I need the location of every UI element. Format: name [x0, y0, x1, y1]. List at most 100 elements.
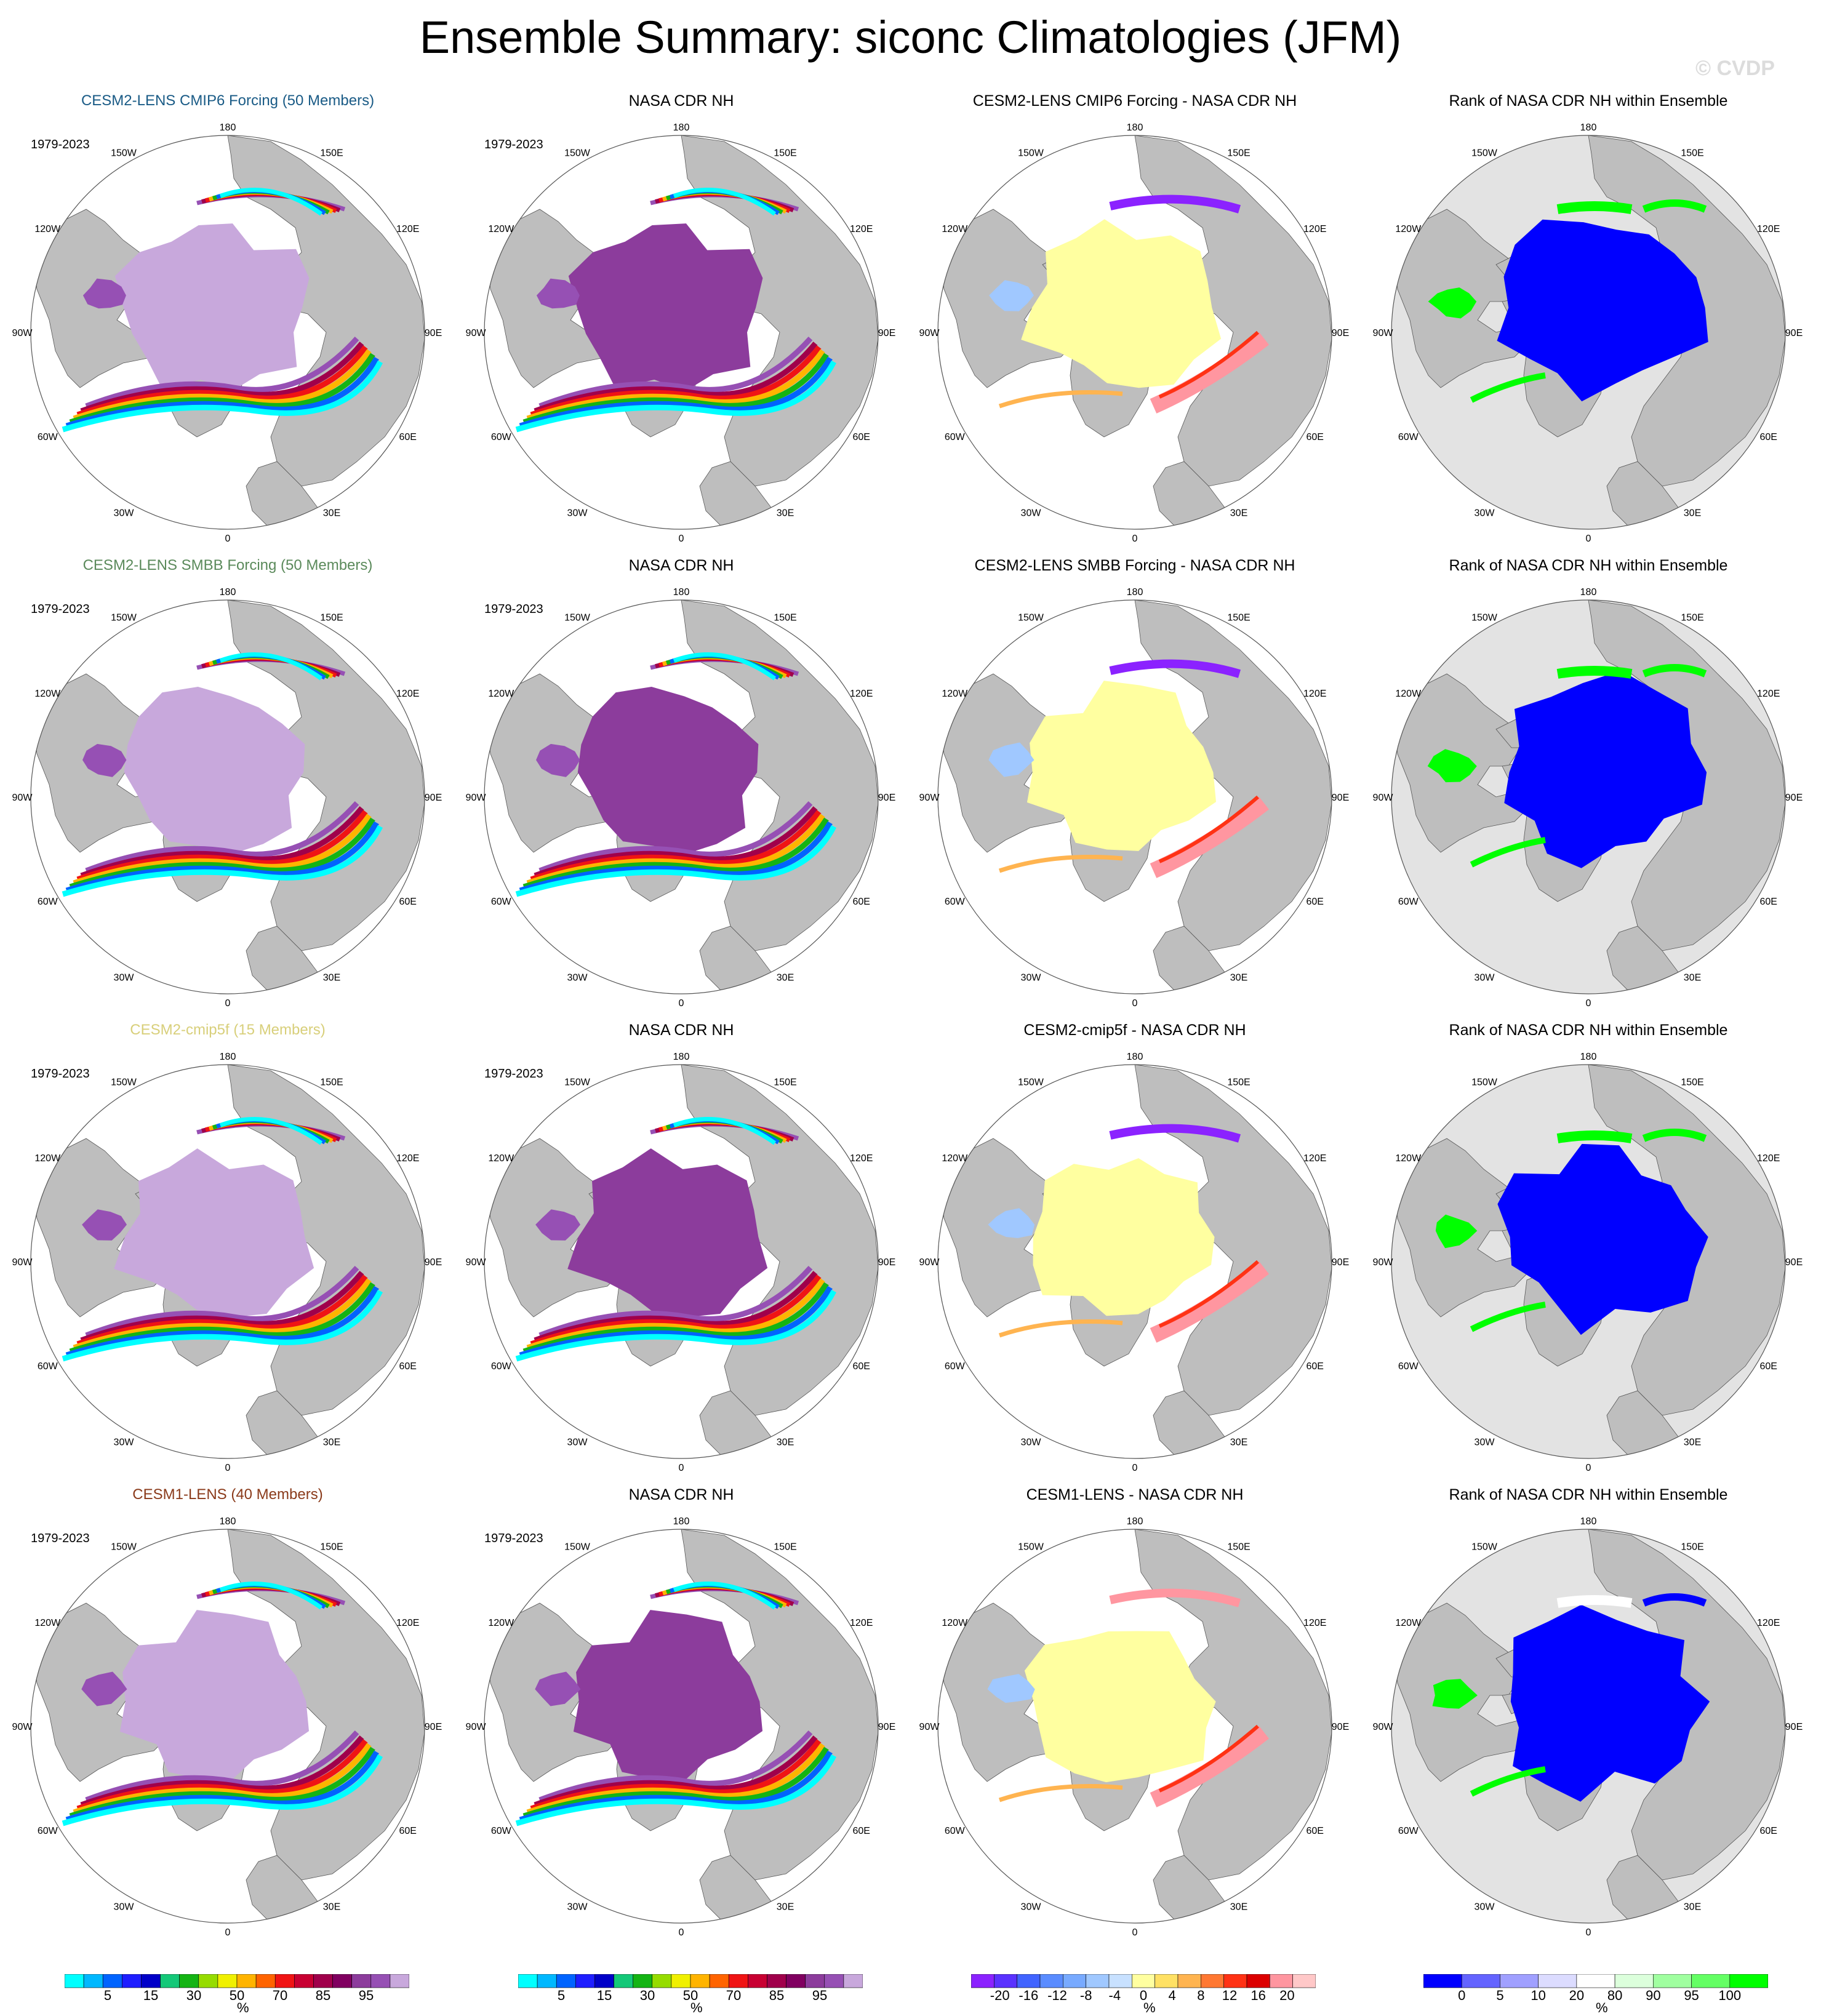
- colorbar-tick-label: 5: [104, 1988, 111, 2003]
- period-label: 1979-2023: [484, 602, 543, 616]
- colorbar-swatch: [1538, 1974, 1577, 1988]
- map-panel-diff: CESM2-LENS SMBB Forcing - NASA CDR NH 180…: [907, 557, 1363, 1022]
- longitude-label: 120E: [1303, 1153, 1326, 1164]
- diff-hudson: [989, 280, 1034, 311]
- longitude-label: 90E: [425, 1257, 442, 1268]
- colorbar-swatch: [236, 1974, 257, 1988]
- longitude-label: 180: [1127, 587, 1143, 598]
- longitude-label: 120W: [488, 224, 514, 234]
- hudson-bay-ice: [82, 743, 127, 777]
- longitude-label: 150W: [1471, 612, 1498, 623]
- panel-title: CESM2-LENS SMBB Forcing (50 Members): [82, 557, 373, 574]
- longitude-label: 120E: [850, 1153, 873, 1164]
- map-boundary: [937, 1064, 1332, 1459]
- ice-edge-band: [69, 1746, 375, 1819]
- colorbar-swatch: [1223, 1974, 1247, 1988]
- longitude-label: 150W: [1471, 1077, 1498, 1087]
- longitude-label: 120W: [488, 1618, 514, 1628]
- longitude-label: 120W: [1395, 1618, 1422, 1628]
- colorbar-swatch: [824, 1974, 844, 1988]
- map-boundary: [30, 1529, 425, 1924]
- colorbar-swatch: [1086, 1974, 1110, 1988]
- colorbar-swatch: [728, 1974, 748, 1988]
- polar-map: 180 150E 120E 90E 60E 30E 0 30W 60W 90W 120W 150W: [12, 122, 442, 544]
- rank-edge: [1470, 1766, 1546, 1797]
- land-mass: [246, 1855, 321, 1923]
- longitude-label: 120E: [850, 1618, 873, 1628]
- map-boundary: [937, 599, 1332, 994]
- colorbar-swatch: [518, 1974, 538, 1988]
- ice-core: [568, 223, 763, 391]
- colorbar-swatch: [1576, 1974, 1615, 1988]
- colorbar-swatch: [786, 1974, 806, 1988]
- panel-title: CESM2-LENS CMIP6 Forcing (50 Members): [81, 92, 375, 109]
- colorbar-tick-label: 50: [230, 1988, 244, 2003]
- longitude-label: 150W: [1471, 148, 1498, 158]
- colorbar-swatch: [1653, 1974, 1692, 1988]
- longitude-label: 90W: [919, 328, 940, 338]
- panel-title: Rank of NASA CDR NH within Ensemble: [1449, 557, 1728, 574]
- diff-core: [1033, 1158, 1215, 1316]
- ice-edge-band: [519, 1286, 833, 1358]
- longitude-label: 180: [1580, 122, 1597, 133]
- colorbar-swatch: [1108, 1974, 1132, 1988]
- colorbar-unit: %: [1596, 2000, 1608, 2015]
- diff-positive-band: [1150, 1726, 1269, 1807]
- ice-edge-band: [526, 349, 825, 422]
- ice-core: [114, 1148, 314, 1318]
- longitude-label: 180: [673, 122, 690, 133]
- ice-edge-band: [85, 801, 359, 874]
- longitude-label: 30W: [567, 1438, 588, 1448]
- longitude-label: 120W: [942, 224, 968, 234]
- colorbar-unit: %: [1143, 2000, 1156, 2015]
- ice-edge-band: [673, 188, 777, 216]
- longitude-label: 0: [1132, 534, 1138, 544]
- longitude-label: 30W: [567, 508, 588, 519]
- longitude-label: 60W: [38, 1361, 58, 1372]
- longitude-label: 180: [1580, 1516, 1597, 1527]
- longitude-label: 150W: [564, 148, 591, 158]
- colorbar-swatch: [179, 1974, 199, 1988]
- ice-edge-band: [219, 1117, 323, 1145]
- longitude-label: 90W: [466, 793, 486, 803]
- ice-edge-band: [538, 1265, 813, 1338]
- longitude-label: 180: [673, 1516, 690, 1527]
- longitude-label: 30W: [114, 973, 135, 983]
- longitude-label: 120E: [850, 689, 873, 699]
- map-panel-diff: CESM1-LENS - NASA CDR NH 180 150E 120E 90E 60…: [907, 1486, 1363, 1951]
- ice-edge-band: [534, 342, 818, 414]
- colorbar-swatch: [1461, 1974, 1500, 1988]
- panel-title: Rank of NASA CDR NH within Ensemble: [1449, 92, 1728, 110]
- ice-edge-band: [80, 342, 364, 414]
- polar-map: 180 150E 120E 90E 60E 30E 0 30W 60W 90W 120W 150W: [466, 122, 895, 544]
- longitude-label: 180: [1580, 1052, 1597, 1062]
- polar-map: 180 150E 120E 90E 60E 30E 0 30W 60W 90W 120W 150W: [1373, 1052, 1803, 1473]
- colorbar-swatch: [805, 1974, 825, 1988]
- panel-title: NASA CDR NH: [628, 1486, 734, 1503]
- longitude-label: 120E: [1757, 224, 1780, 234]
- longitude-label: 90W: [466, 1722, 486, 1732]
- colorbar-tick-label: 30: [186, 1988, 201, 2003]
- map-panel-obs: NASA CDR NH 1979-2023 180 150E 120E 90E 60E 30E…: [454, 92, 909, 557]
- longitude-label: 90E: [878, 793, 895, 803]
- ice-edge-band: [515, 1754, 836, 1826]
- ice-core: [573, 1610, 762, 1780]
- panel-title: NASA CDR NH: [628, 1022, 734, 1039]
- colorbar-tick-label: 15: [597, 1988, 612, 2003]
- colorbar-swatch: [102, 1974, 122, 1988]
- longitude-label: 120E: [1757, 1153, 1780, 1164]
- longitude-label: 150E: [1227, 612, 1250, 623]
- longitude-label: 90E: [878, 1257, 895, 1268]
- longitude-label: 150E: [774, 612, 796, 623]
- longitude-label: 150W: [1018, 612, 1044, 623]
- colorbar-swatch: [294, 1974, 314, 1988]
- colorbar-swatch: [1246, 1974, 1270, 1988]
- colorbar-tick-label: 4: [1169, 1988, 1176, 2003]
- land-mass: [227, 135, 425, 487]
- longitude-label: 180: [1127, 122, 1143, 133]
- colorbar-unit: %: [237, 2000, 249, 2015]
- land-mass: [1153, 1390, 1228, 1458]
- longitude-label: 0: [1132, 998, 1138, 1009]
- ice-core: [114, 223, 310, 391]
- longitude-label: 150W: [1018, 1542, 1044, 1552]
